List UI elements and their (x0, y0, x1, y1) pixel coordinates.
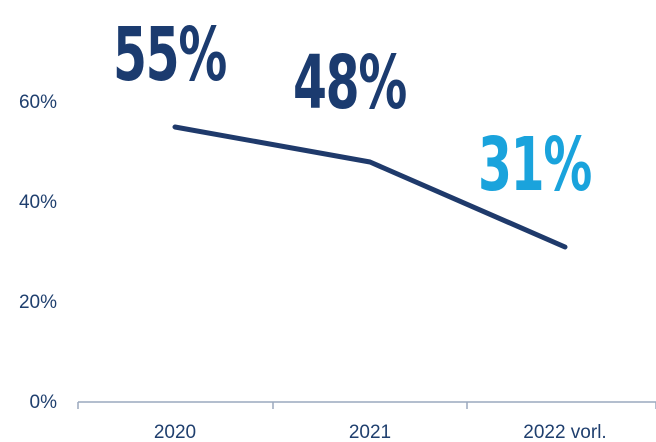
data-label-group: 31% (478, 122, 592, 208)
x-axis: 2020 2021 2022 vorl. (77, 401, 656, 442)
x-tick-label: 2020 (154, 422, 196, 442)
x-tick-label: 2022 vorl. (523, 422, 606, 442)
y-tick-label: 60% (19, 92, 57, 113)
data-labels: 55% 48% 31% (113, 12, 592, 208)
x-tick-label: 2021 (349, 422, 391, 442)
data-label: 31% (478, 122, 591, 208)
y-tick-label: 40% (19, 192, 57, 213)
y-tick-label: 0% (30, 392, 58, 413)
data-label-group: 55% (113, 12, 227, 98)
data-label: 48% (293, 40, 406, 126)
data-label: 55% (113, 12, 226, 98)
y-axis: 0% 20% 40% 60% (19, 92, 57, 413)
data-label-group: 48% (293, 40, 407, 126)
series-layer (172, 124, 568, 250)
y-tick-label: 20% (19, 292, 57, 313)
